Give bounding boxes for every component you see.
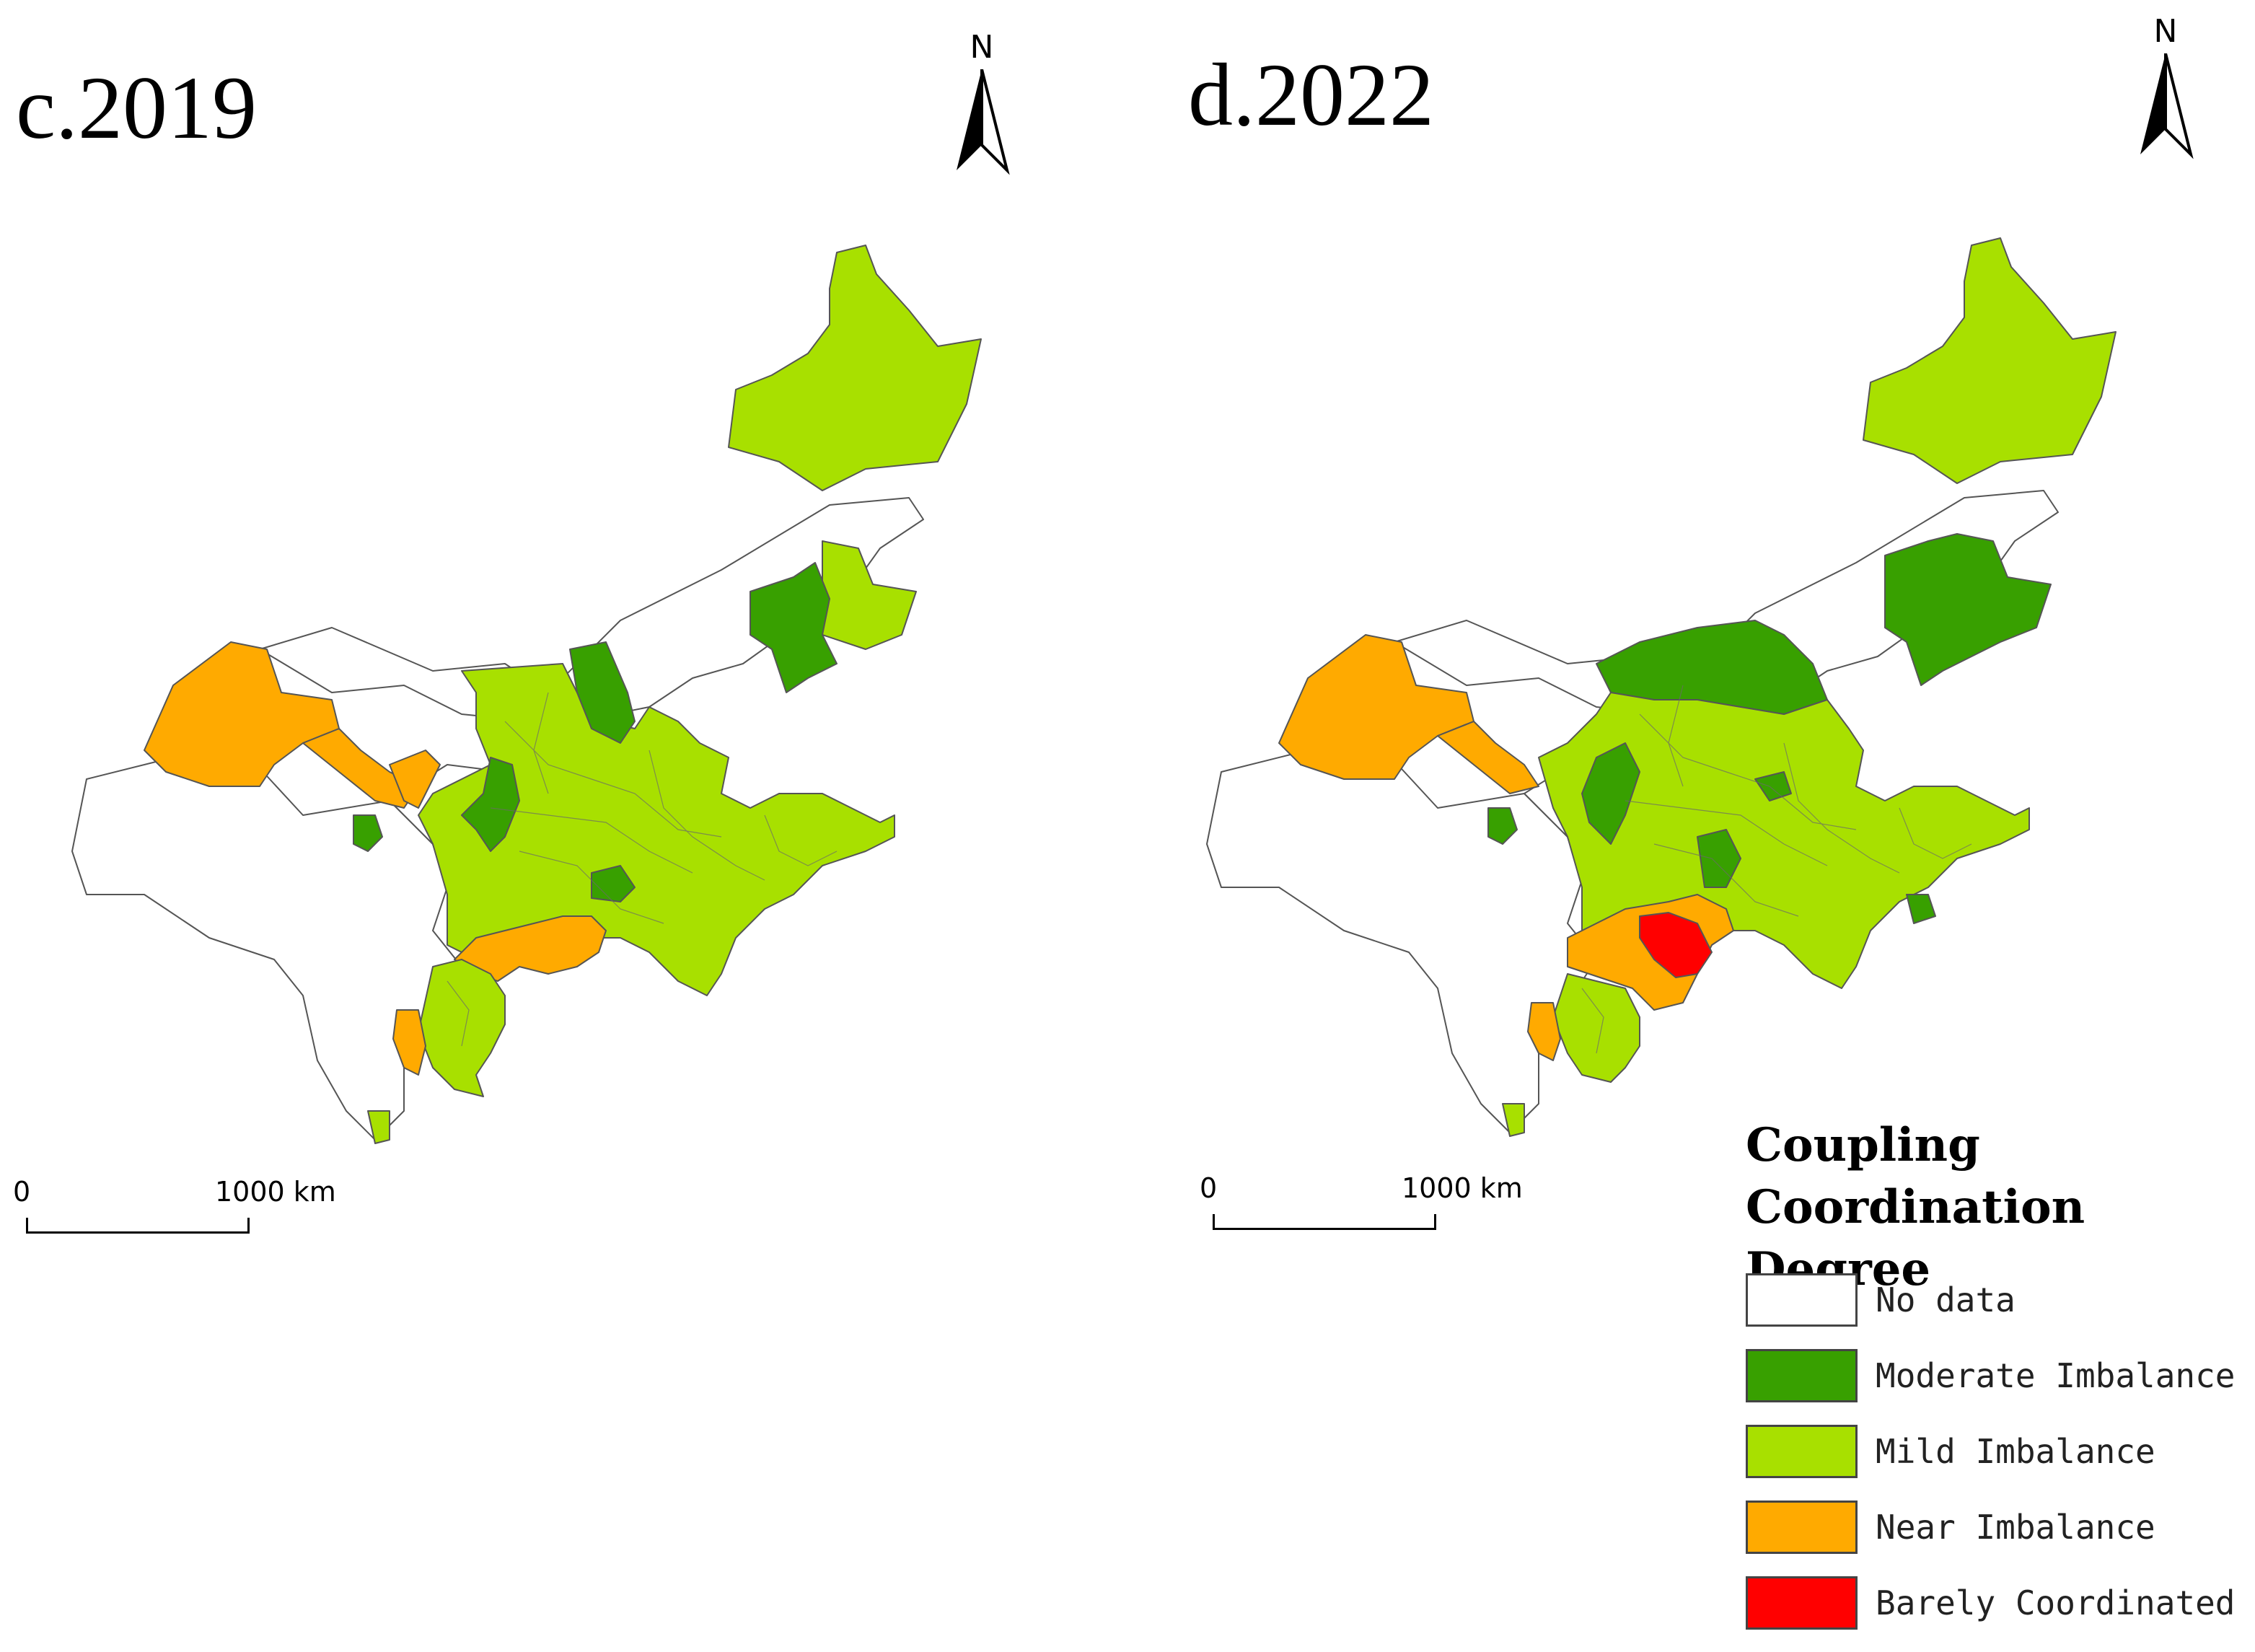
legend-swatch (1746, 1349, 1858, 1402)
scale-max-label: 1000 km (215, 1176, 336, 1208)
legend-title-line2: Coordination Degree (1746, 1180, 2085, 1296)
legend-label: Near Imbalance (1876, 1508, 2155, 1547)
map-legend: Coupling Coordination Degree No data Mod… (1746, 1115, 2251, 1641)
region-dark-strip (569, 641, 636, 744)
region-corridor-orange-2 (389, 750, 441, 809)
district-boundaries (447, 692, 838, 1047)
region-southtip (367, 1110, 390, 1144)
region-northeast-top (1863, 237, 2116, 484)
region-northeast-dark (750, 562, 838, 693)
scale-line (1213, 1214, 1436, 1230)
region-barely-coordinated (1639, 912, 1713, 978)
region-central-mild (418, 663, 895, 996)
legend-label: No data (1876, 1280, 2016, 1319)
north-label: N (970, 29, 994, 66)
map-panel-2022: d.2022 N (1128, 0, 2255, 1646)
region-dark-small (353, 814, 383, 852)
region-dark-small (1487, 807, 1518, 845)
region-dark-mid (1754, 771, 1792, 801)
region-dark-east (1906, 894, 1936, 924)
region-northeast-top (728, 245, 982, 491)
scale-bar: 0 1000 km (13, 1176, 336, 1262)
region-south-mild (1552, 973, 1640, 1083)
scale-line (26, 1218, 250, 1234)
region-dark-center (591, 865, 636, 902)
region-dark-strip (1581, 742, 1640, 845)
region-map-2019 (71, 245, 982, 1144)
region-southtip (1502, 1103, 1525, 1137)
legend-swatch (1746, 1425, 1858, 1478)
legend-label: Mild Imbalance (1876, 1432, 2155, 1471)
panel-title: d.2022 (1188, 45, 1434, 144)
region-south-orange-2 (392, 1009, 426, 1076)
scale-bar: 0 1000 km (1200, 1172, 1523, 1259)
legend-label: Moderate Imbalance (1876, 1356, 2236, 1395)
region-dark-center-east (1697, 829, 1741, 888)
scale-max-label: 1000 km (1402, 1172, 1523, 1204)
scale-zero-label: 0 (1200, 1172, 1218, 1204)
legend-swatch (1746, 1273, 1858, 1327)
no-data-region-west (71, 757, 462, 1141)
legend-swatch (1746, 1501, 1858, 1554)
scale-zero-label: 0 (13, 1176, 31, 1208)
region-dark-west (461, 757, 520, 852)
region-map-2022 (1206, 237, 2116, 1137)
district-boundaries (1581, 685, 1972, 1054)
legend-swatch (1746, 1576, 1858, 1630)
legend-label: Barely Coordinated (1876, 1583, 2236, 1622)
region-northeast-dark (1884, 533, 2052, 686)
region-corridor-orange (1437, 721, 1539, 794)
map-panel-2019: c.2019 N (0, 0, 1128, 1646)
region-northeast-right (822, 540, 917, 650)
north-label: N (2153, 13, 2178, 50)
no-data-region-west (1206, 750, 1597, 1133)
legend-title-line1: Coupling (1746, 1118, 1980, 1172)
north-arrow-icon: N (2133, 16, 2198, 160)
panel-title: c.2019 (16, 58, 258, 157)
region-south-mild (418, 959, 506, 1097)
region-south-orange-2 (1527, 1002, 1561, 1061)
north-arrow-icon: N (949, 32, 1014, 176)
